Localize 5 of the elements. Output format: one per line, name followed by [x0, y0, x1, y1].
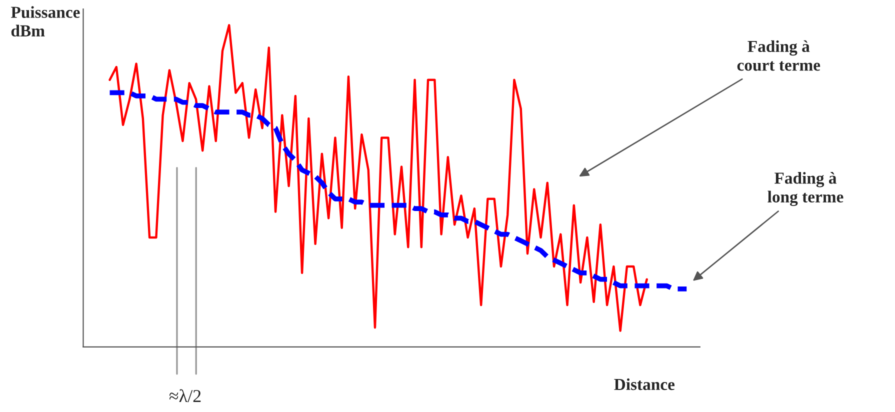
text: Fading à court terme: [737, 40, 820, 71]
y-axis-title: Puissance dBm: [11, 6, 80, 36]
text: Fading à long terme: [768, 172, 844, 206]
x-axis-title: Distance: [614, 378, 675, 390]
text: ≈λ/2: [169, 389, 201, 402]
